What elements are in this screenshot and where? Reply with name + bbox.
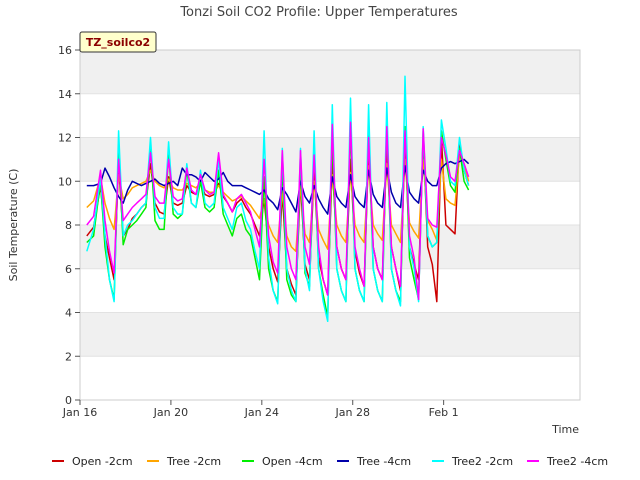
tower-badge-box xyxy=(79,31,157,53)
legend-label-tree-4cm: Tree -4cm xyxy=(356,455,411,468)
x-tick-label: Jan 20 xyxy=(153,406,188,419)
series-line-tree2-4cm xyxy=(86,121,470,301)
y-tick-label: 2 xyxy=(65,350,72,363)
x-tick-label: Jan 16 xyxy=(62,406,97,419)
legend-label-open-4cm: Open -4cm xyxy=(262,455,323,468)
grid-band xyxy=(80,312,580,357)
x-tick-label: Jan 28 xyxy=(335,406,370,419)
legend-label-tree2-2cm: Tree2 -2cm xyxy=(451,455,513,468)
legend-label-open-2cm: Open -2cm xyxy=(72,455,133,468)
tower-badge-label: TZ_soilco2 xyxy=(86,36,150,49)
x-tick-label: Jan 24 xyxy=(244,406,279,419)
y-axis: 0 2 4 6 8 10 12 14 16 xyxy=(58,44,80,407)
legend-label-tree-2cm: Tree -2cm xyxy=(166,455,221,468)
x-axis: Jan 16 Jan 20 Jan 24 Jan 28 Feb 1 xyxy=(62,400,459,419)
plot-background xyxy=(79,49,581,401)
y-tick-label: 6 xyxy=(65,263,72,276)
y-tick-label: 8 xyxy=(65,219,72,232)
legend-label-tree2-4cm: Tree2 -4cm xyxy=(546,455,608,468)
y-tick-label: 16 xyxy=(58,44,72,57)
y-tick-label: 0 xyxy=(65,394,72,407)
x-tick-label: Feb 1 xyxy=(429,406,459,419)
y-axis-label: Soil Temperature (C) xyxy=(7,169,20,282)
grid-band xyxy=(80,50,580,94)
y-tick-label: 10 xyxy=(58,175,72,188)
x-axis-label: Time xyxy=(551,423,579,436)
y-tick-label: 14 xyxy=(58,88,72,101)
grid-band xyxy=(80,137,580,182)
legend: Open -2cm Tree -2cm Open -4cm Tree -4cm Tree… xyxy=(52,455,608,468)
y-tick-label: 12 xyxy=(58,132,72,145)
y-tick-label: 4 xyxy=(65,307,72,320)
chart-title: Tonzi Soil CO2 Profile: Upper Temperatur… xyxy=(179,5,458,20)
series-layer xyxy=(86,75,470,323)
tower-badge: TZ_soilco2 xyxy=(79,31,157,53)
